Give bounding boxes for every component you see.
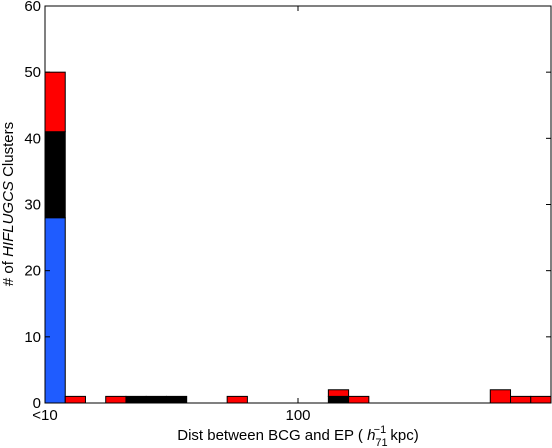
bar-bin-24-series-2 [530, 395, 552, 404]
bar-bin-23-series-2 [510, 395, 532, 404]
y-tick-label: 30 [24, 197, 41, 214]
y-tick-label: 10 [24, 329, 41, 346]
y-axis-title-pre: # of [0, 257, 17, 286]
bar-bin-15-series-2 [348, 395, 370, 404]
bar-bin-14-series-1 [327, 395, 350, 404]
y-tick-label: 0 [33, 395, 41, 412]
x-tick-label: 100 [285, 407, 310, 424]
bar-bin-22-series-2 [489, 389, 512, 404]
bar-bin-3-series-2 [105, 395, 127, 404]
x-axis-title-post: kpc) [386, 427, 419, 444]
x-tick-label: <10 [32, 407, 57, 424]
y-tick-label: 50 [24, 64, 41, 81]
y-axis-title: # of HIFLUGCS Clusters [0, 122, 17, 286]
bar-bin-4-series-1 [125, 395, 147, 404]
y-tick-label: 40 [24, 130, 41, 147]
bar-bin-5-series-1 [145, 395, 167, 404]
bar-bin-0-series-2 [44, 71, 66, 133]
x-axis-title-h: h [367, 427, 375, 444]
bar-bin-9-series-2 [226, 395, 248, 404]
bar-bin-14-series-2 [327, 389, 350, 397]
bar-bin-0-series-0 [44, 217, 66, 404]
x-axis-title-pre: Dist between BCG and EP ( [177, 427, 367, 444]
y-axis-title-italic: HIFLUGCS [0, 181, 17, 257]
y-tick-label: 20 [24, 263, 41, 280]
bar-bin-1-series-2 [64, 395, 86, 404]
ticks-layer: 0 10 20 30 40 50 60 <10 100 [24, 0, 551, 424]
axes-box [44, 5, 552, 404]
x-axis-title-sub: 71 [375, 437, 387, 448]
y-axis-title-post: Clusters [0, 122, 17, 181]
x-axis-title: Dist between BCG and EP ( h71−1 kpc) [177, 424, 418, 448]
bars-layer [44, 71, 552, 404]
y-tick-label: 60 [24, 0, 41, 15]
x-axis-title-sup: −1 [374, 424, 387, 436]
bar-bin-6-series-1 [165, 395, 188, 404]
